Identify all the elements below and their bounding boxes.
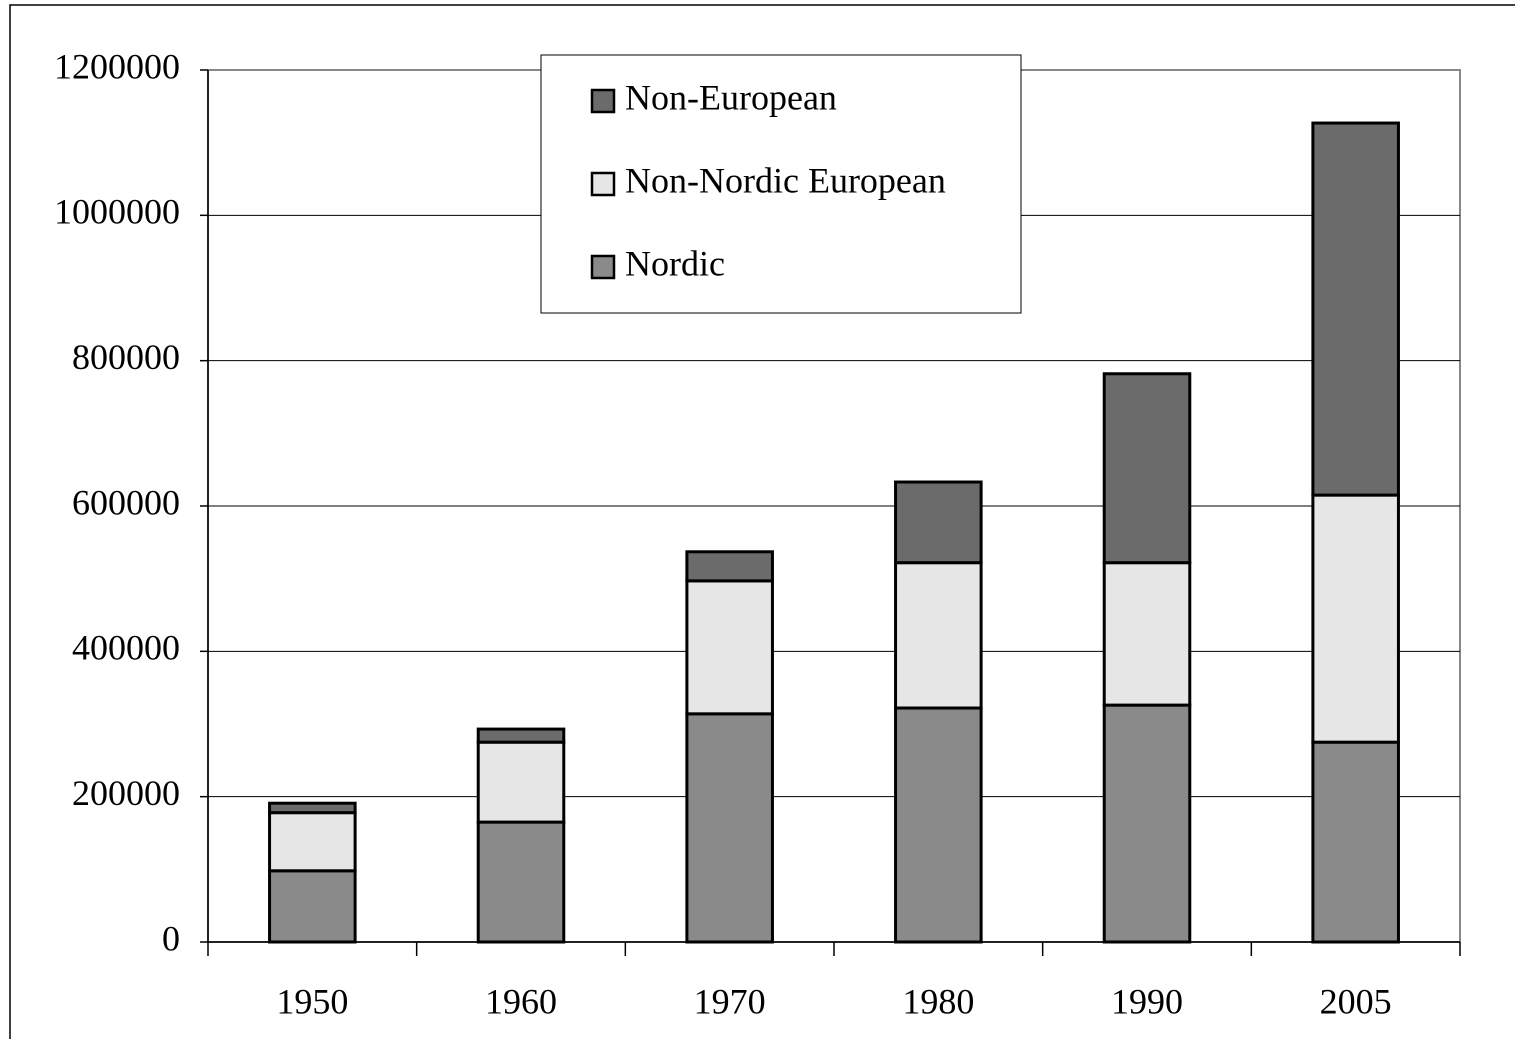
bar-segment (894, 706, 983, 944)
bar-segment (685, 712, 774, 944)
bar-segment (685, 550, 774, 583)
x-tick-label: 1990 (1111, 981, 1183, 1021)
y-tick-label: 600000 (72, 482, 180, 522)
y-tick-label: 1200000 (54, 46, 180, 86)
bar-segment (268, 801, 357, 815)
x-tick-label: 2005 (1320, 981, 1392, 1021)
bar-segment (268, 869, 357, 944)
legend-swatch (590, 254, 616, 280)
bar-segment (1102, 372, 1192, 565)
bar-segment (1311, 121, 1400, 497)
x-tick-label: 1980 (902, 981, 974, 1021)
legend-label: Non-Nordic European (625, 160, 946, 200)
y-tick-label: 800000 (72, 337, 180, 377)
legend-swatch (590, 88, 616, 114)
legend-label: Nordic (625, 243, 725, 283)
legend-box (540, 54, 1022, 314)
y-tick-label: 0 (162, 918, 180, 958)
bar-segment (685, 579, 774, 716)
legend-swatch (590, 171, 616, 197)
bar-segment (268, 811, 357, 873)
x-tick-label: 1960 (485, 981, 557, 1021)
legend-label: Non-European (625, 77, 837, 117)
bar-segment (894, 480, 983, 565)
bar-segment (476, 727, 566, 744)
frame (9, 4, 1515, 1039)
bar-segment (894, 561, 983, 710)
bar-segment (1311, 493, 1400, 744)
bar-segment (1311, 740, 1400, 944)
bar-segment (476, 740, 566, 824)
y-tick-label: 1000000 (54, 192, 180, 232)
y-tick-label: 200000 (72, 773, 180, 813)
x-tick-label: 1950 (276, 981, 348, 1021)
bar-segment (1102, 703, 1192, 944)
x-tick-label: 1970 (694, 981, 766, 1021)
y-tick-label: 400000 (72, 628, 180, 668)
bar-segment (1102, 561, 1192, 707)
bar-segment (476, 820, 566, 944)
